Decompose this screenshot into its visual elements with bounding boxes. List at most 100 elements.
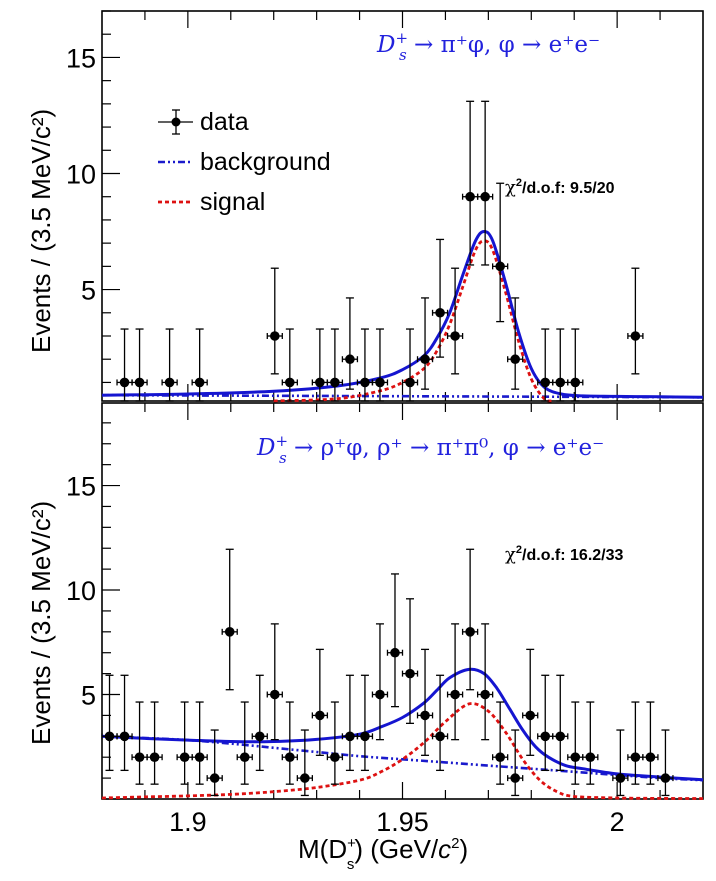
bottom-data-point [356,674,374,772]
data-marker [420,354,430,365]
legend-entry-signal: signal [158,188,265,216]
data-marker [269,331,280,341]
data-marker [630,331,641,341]
data-marker [345,354,355,365]
data-marker [435,731,445,742]
data-marker [104,731,115,742]
legend-label-signal: signal [200,188,265,216]
data-marker [300,773,310,783]
data-marker [630,752,641,763]
bottom-data-point [537,674,554,772]
data-marker [570,752,581,763]
top-fit-curves [101,229,704,403]
top-data-point [476,100,494,266]
bottom-data-point [296,729,314,797]
data-marker [285,752,295,763]
top-total-fit-curve [101,229,704,399]
bottom-y-axis-label: Events / (3.5 MeV/c²) [26,501,56,745]
x-tick-label: 1.95 [376,807,429,837]
data-marker [209,773,220,783]
data-marker [510,773,520,783]
top-data-point [131,328,148,402]
data-marker [224,627,235,637]
data-marker [450,689,460,700]
bottom-data-point [461,548,479,691]
data-marker [390,647,400,658]
bottom-data-point [221,548,238,691]
data-marker [375,377,385,388]
data-marker [375,689,385,700]
data-marker [510,354,520,365]
bottom-data-point [326,701,344,785]
x-tick-label: 1.9 [169,807,207,837]
data-marker [345,731,355,742]
bottom-data-point [266,623,283,741]
bottom-total-fit-curve [101,667,704,782]
data-marker [119,377,130,388]
bottom-data-point [522,648,539,756]
data-marker [660,773,671,783]
data-marker [540,377,551,388]
top-signal-curve [273,239,554,403]
top-data-point [552,328,569,402]
data-marker [134,377,145,388]
data-marker [480,689,490,700]
bottom-data-point [567,701,584,785]
data-marker [495,752,505,763]
data-marker [585,752,596,763]
data-marker [269,689,280,700]
top-panel: 5 10 15 D+ s → π⁺φ, φ → e⁺e⁻ χ2/d.o.f: 9.5/… [26,10,704,403]
data-marker [254,731,265,742]
data-marker [119,731,130,742]
top-data-point [401,328,419,402]
bottom-panel-title: D+ s → ρ⁺φ, ρ⁺ → π⁺π⁰, φ → e⁺e⁻ [256,432,604,467]
top-data-point [356,328,374,402]
bottom-data-point [386,573,404,708]
top-data-point [191,328,208,402]
data-marker [495,261,505,272]
bottom-data-points [101,548,674,797]
bottom-data-point [476,623,494,741]
bottom-data-point [642,701,659,785]
bottom-data-point [582,701,599,785]
bottom-background-curve [101,735,704,782]
top-data-point [161,328,178,402]
data-marker [465,191,475,202]
top-data-point [116,328,133,402]
legend-label-background: background [200,148,331,176]
legend-entry-data: data [158,108,249,136]
data-marker [645,752,656,763]
top-data-point [491,182,509,323]
top-y-tick-label: 10 [66,160,96,190]
bottom-data-point [281,701,298,785]
top-data-point [281,328,298,402]
legend-data-marker-dot [171,117,181,127]
top-data-point [326,328,344,402]
data-marker [360,377,370,388]
top-panel-title: D+ s → π⁺φ, φ → e⁺e⁻ [376,29,600,64]
top-y-tick-label: 15 [66,43,96,73]
x-axis-label: M(D+ s) (GeV/c2) [298,834,468,873]
top-data-point [567,328,584,402]
data-marker [555,731,566,742]
bottom-fit-curves [101,667,704,800]
bottom-data-point [251,674,268,772]
data-marker [480,191,490,202]
data-marker [450,331,460,341]
data-marker [285,377,295,388]
top-data-points [116,100,644,402]
bottom-y-ticks: 5 10 15 [66,422,120,800]
top-data-point [507,297,524,390]
top-data-point [627,267,644,375]
bottom-data-point [401,598,419,725]
bottom-data-point [507,729,524,797]
bottom-data-point [657,729,674,797]
data-marker [149,752,160,763]
data-marker [555,377,566,388]
top-data-point [341,297,359,390]
bottom-y-tick-label: 15 [66,472,96,502]
bottom-data-point [416,648,434,756]
data-marker [435,307,445,318]
data-marker [194,752,205,763]
